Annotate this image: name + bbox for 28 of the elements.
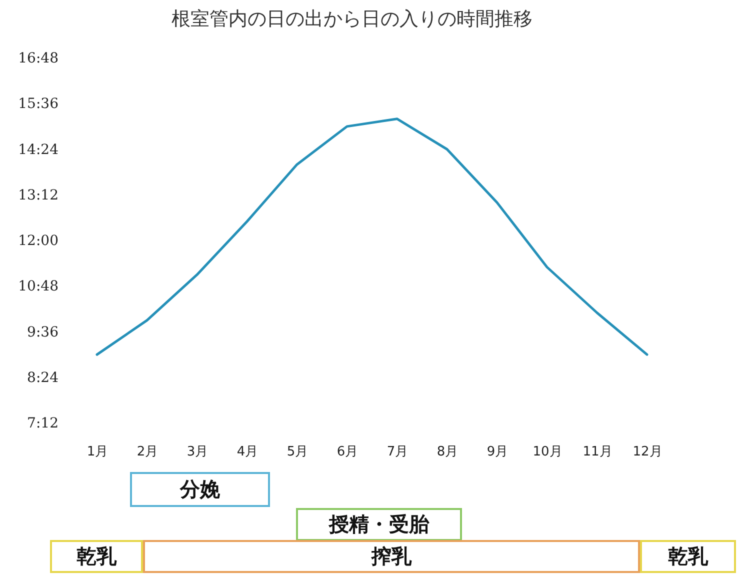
y-tick-label: 13:12 [18, 187, 58, 204]
y-tick-label: 15:36 [18, 96, 59, 112]
x-tick-label: 1月 [86, 444, 108, 460]
text: 搾乳 [372, 543, 412, 570]
x-tick-label: 11月 [582, 444, 612, 460]
x-tick-label: 9月 [486, 444, 508, 460]
text: 分娩 [180, 476, 220, 503]
x-tick-label: 6月 [336, 444, 358, 460]
y-tick-label: 9:36 [27, 324, 59, 340]
text: 乾乳 [76, 543, 116, 570]
x-tick-label: 5月 [286, 444, 308, 460]
x-tick-label: 10月 [532, 444, 562, 460]
x-tick-label: 8月 [436, 444, 458, 460]
x-tick-label: 4月 [236, 444, 258, 460]
y-tick-label: 8:24 [27, 370, 59, 386]
y-tick-label: 16:48 [18, 50, 58, 66]
x-tick-label: 12月 [632, 444, 662, 460]
line-series [96, 118, 648, 356]
y-tick-label: 12:00 [18, 233, 58, 249]
x-tick-label: 7月 [386, 444, 408, 460]
x-tick-label: 3月 [186, 444, 208, 460]
y-tick-label: 14:24 [18, 142, 59, 158]
y-tick-label: 7:12 [27, 416, 58, 432]
text: 授精・受胎 [329, 511, 429, 538]
text: 乾乳 [668, 543, 708, 570]
chart-title: 根室管内の日の出から日の入りの時間推移 [172, 8, 532, 30]
x-tick-label: 2月 [136, 444, 158, 460]
y-tick-label: 10:48 [18, 278, 58, 295]
